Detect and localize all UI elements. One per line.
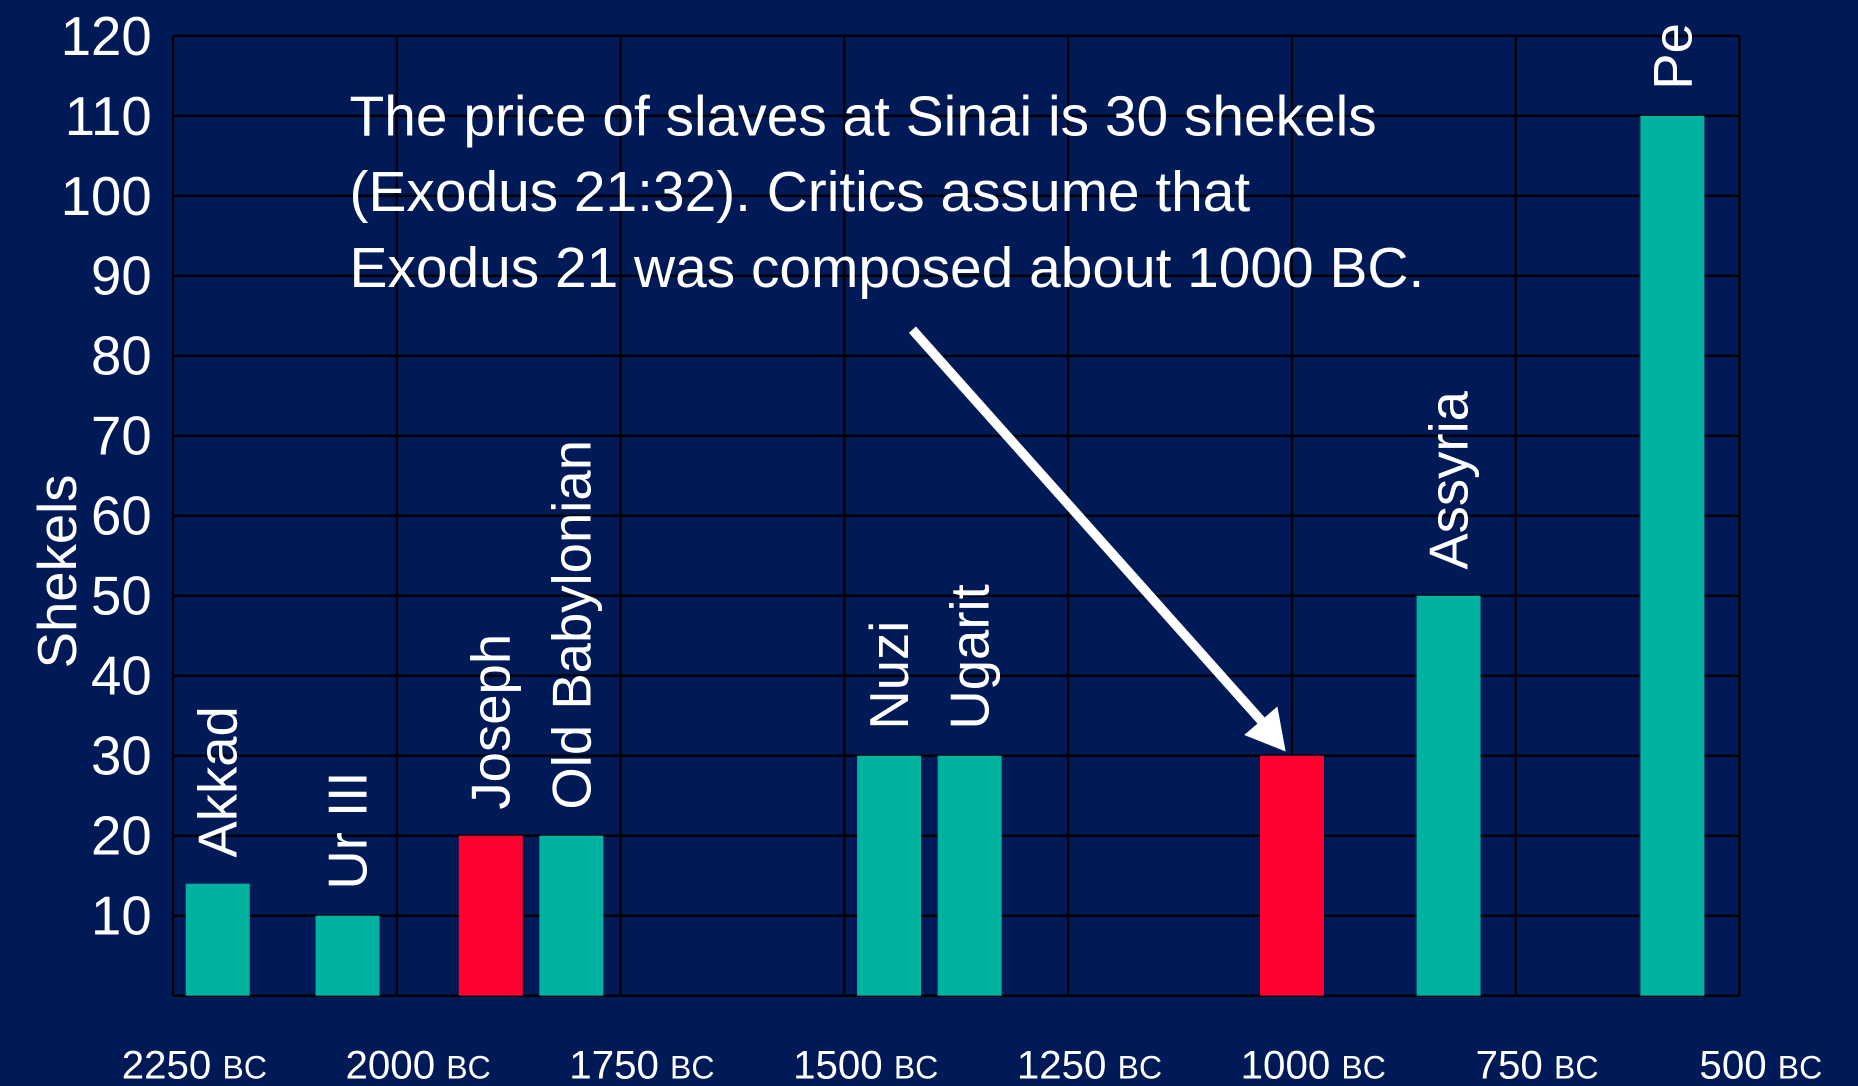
y-tick-label: 30: [91, 726, 152, 787]
x-tick-label: 1250 BC: [1017, 1043, 1162, 1086]
bar-label: Assyria: [1419, 390, 1480, 569]
y-tick-label: 100: [61, 166, 152, 227]
bar-label: Pe: [1642, 23, 1703, 90]
y-tick-label: 60: [91, 486, 152, 547]
bar: [1416, 595, 1481, 996]
y-tick-label: 40: [91, 646, 152, 707]
y-tick-label: 90: [91, 246, 152, 307]
bar: [315, 915, 380, 996]
y-tick-label: 10: [91, 886, 152, 947]
arrow: [908, 326, 1286, 752]
bar: [1640, 115, 1705, 996]
bar-label: Old Babylonian: [541, 440, 602, 810]
x-tick-label: 1500 BC: [793, 1043, 938, 1086]
y-tick-label: 80: [91, 326, 152, 387]
arrow-head: [1244, 706, 1286, 752]
annotation-line: Exodus 21 was composed about 1000 BC.: [350, 237, 1425, 300]
bar: [185, 883, 250, 996]
annotation-line: (Exodus 21:32). Critics assume that: [350, 161, 1251, 224]
x-tick-label: 2250 BC: [122, 1043, 267, 1086]
bar: [857, 755, 922, 996]
y-tick-label: 110: [65, 86, 152, 147]
annotation: The price of slaves at Sinai is 30 sheke…: [350, 85, 1425, 300]
plot-area: [171, 34, 1741, 996]
y-tick-label: 70: [91, 406, 152, 467]
x-tick-label: 500 BC: [1699, 1043, 1822, 1086]
y-tick-label: 120: [61, 6, 152, 67]
x-tick-label: 750 BC: [1476, 1043, 1599, 1086]
y-tick-label: 20: [91, 806, 152, 867]
bar-label: Joseph: [461, 634, 522, 810]
bar: [458, 835, 523, 996]
bar: [937, 755, 1002, 996]
bar-label: Akkad: [188, 706, 249, 857]
x-tick-label: 1750 BC: [569, 1043, 714, 1086]
arrow-shaft: [908, 326, 1270, 729]
x-tick-label: 2000 BC: [346, 1043, 491, 1086]
y-axis-label: Shekels: [27, 474, 88, 668]
x-tick-label: 1000 BC: [1241, 1043, 1386, 1086]
bar: [1259, 755, 1324, 996]
bar-label: Ur III: [318, 772, 379, 890]
bar-label: Ugarit: [940, 584, 1001, 729]
bar: [539, 835, 604, 996]
annotation-line: The price of slaves at Sinai is 30 sheke…: [350, 85, 1377, 148]
y-tick-label: 50: [91, 566, 152, 627]
bar-label: Nuzi: [859, 621, 920, 730]
